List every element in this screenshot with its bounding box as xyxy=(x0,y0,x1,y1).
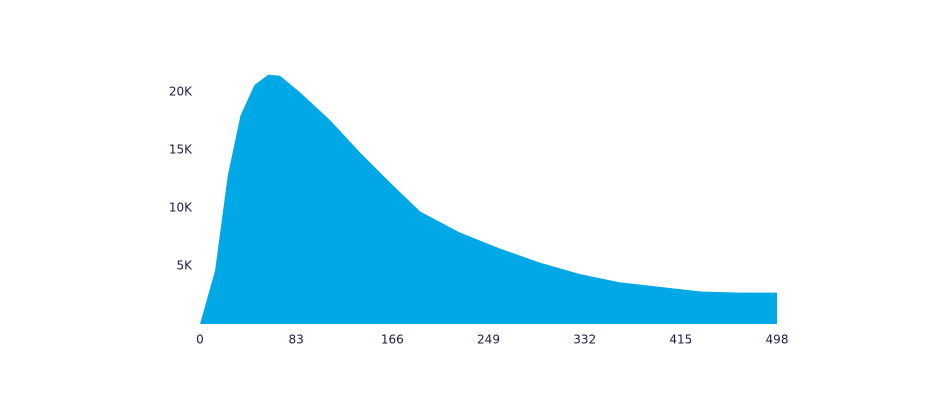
x-tick-label: 249 xyxy=(477,333,500,347)
y-tick-label: 10K xyxy=(169,201,193,215)
x-tick-label: 332 xyxy=(573,333,596,347)
y-tick-label: 5K xyxy=(176,259,193,273)
x-tick-label: 498 xyxy=(766,333,789,347)
area xyxy=(200,74,777,324)
y-tick-label: 20K xyxy=(169,85,193,99)
x-tick-label: 415 xyxy=(669,333,692,347)
x-tick-label: 83 xyxy=(289,333,304,347)
x-tick-label: 166 xyxy=(381,333,404,347)
y-tick-label: 15K xyxy=(169,143,193,157)
x-tick-label: 0 xyxy=(196,333,204,347)
